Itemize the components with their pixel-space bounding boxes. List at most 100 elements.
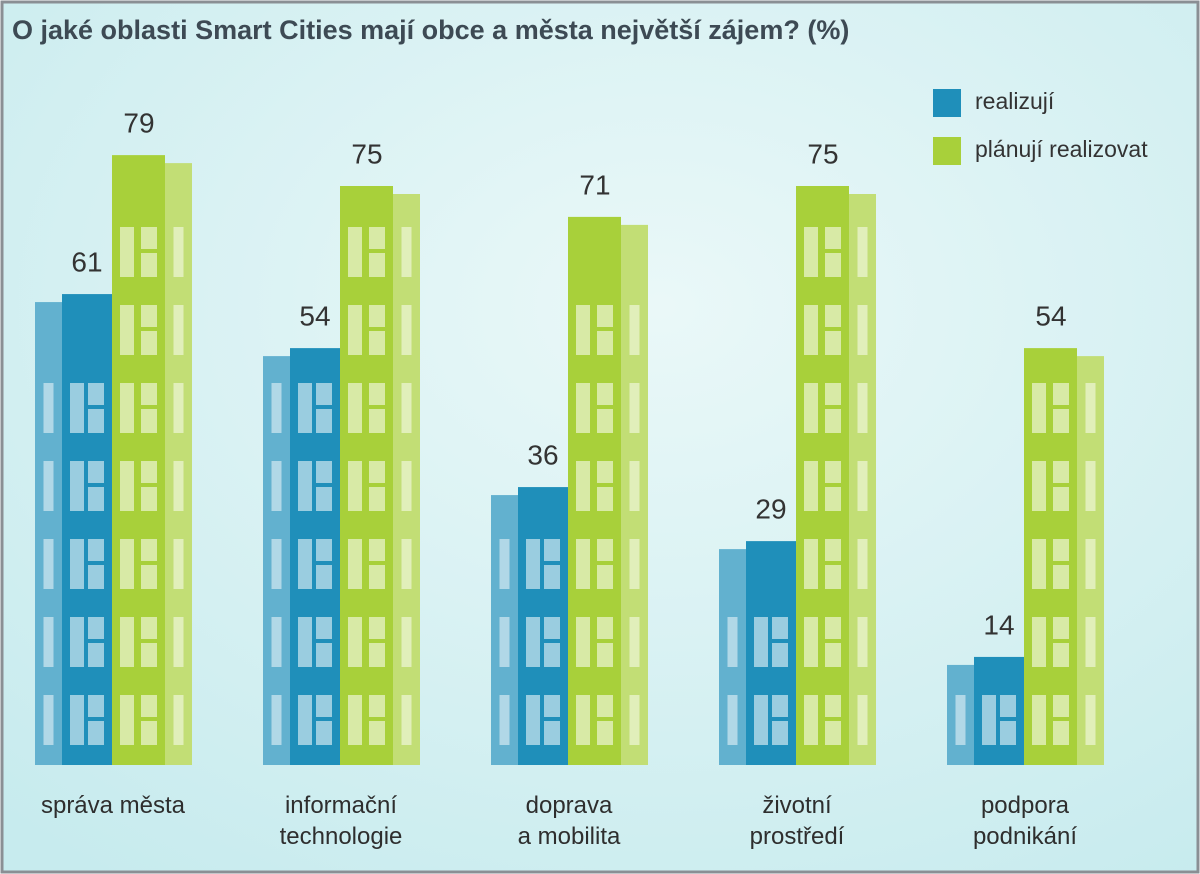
window <box>316 617 332 639</box>
window <box>298 461 312 511</box>
window <box>348 695 362 745</box>
window <box>401 695 412 745</box>
window <box>316 565 332 589</box>
window <box>369 643 385 667</box>
window <box>401 617 412 667</box>
window <box>526 617 540 667</box>
bar <box>491 487 568 765</box>
window <box>141 461 157 483</box>
window <box>316 487 332 511</box>
window <box>401 383 412 433</box>
window <box>544 721 560 745</box>
window <box>369 331 385 355</box>
window <box>857 305 868 355</box>
window <box>88 461 104 483</box>
window <box>526 539 540 589</box>
bar <box>947 656 1024 765</box>
window <box>369 539 385 561</box>
window <box>1053 643 1069 667</box>
x-tick-label: doprava a mobilita <box>517 792 621 850</box>
window <box>120 539 134 589</box>
bar <box>568 216 648 765</box>
window <box>271 539 282 589</box>
window <box>597 487 613 511</box>
bar <box>263 348 340 765</box>
window <box>629 617 640 667</box>
value-label: 29 <box>755 494 786 525</box>
window <box>88 487 104 511</box>
window <box>825 227 841 249</box>
window <box>43 617 54 667</box>
window <box>576 539 590 589</box>
window <box>369 253 385 277</box>
window <box>597 331 613 355</box>
window <box>857 539 868 589</box>
window <box>271 461 282 511</box>
x-tick-label: podpora podnikání <box>972 792 1078 850</box>
window <box>369 409 385 433</box>
window <box>804 305 818 355</box>
window <box>88 617 104 639</box>
window <box>1053 721 1069 745</box>
window <box>271 695 282 745</box>
window <box>772 617 788 639</box>
window <box>1053 487 1069 511</box>
value-label: 61 <box>71 246 102 277</box>
window <box>499 695 510 745</box>
window <box>141 539 157 561</box>
window <box>1032 539 1046 589</box>
window <box>141 487 157 511</box>
window <box>544 617 560 639</box>
window <box>857 695 868 745</box>
bar-front <box>974 656 1024 765</box>
window <box>173 461 184 511</box>
window <box>298 539 312 589</box>
bar-front <box>518 487 568 765</box>
window <box>544 695 560 717</box>
bar <box>340 186 420 765</box>
legend-label: realizují <box>975 88 1055 114</box>
window <box>857 227 868 277</box>
window <box>348 617 362 667</box>
window <box>597 643 613 667</box>
window <box>70 695 84 745</box>
window <box>754 617 768 667</box>
window <box>1053 383 1069 405</box>
window <box>825 539 841 561</box>
window <box>825 487 841 511</box>
window <box>727 695 738 745</box>
bar <box>112 155 192 765</box>
window <box>772 721 788 745</box>
window <box>120 305 134 355</box>
window <box>597 305 613 327</box>
window <box>597 617 613 639</box>
window <box>825 461 841 483</box>
window <box>43 383 54 433</box>
window <box>499 539 510 589</box>
window <box>401 305 412 355</box>
window <box>120 461 134 511</box>
window <box>825 721 841 745</box>
window <box>825 695 841 717</box>
bar <box>35 294 112 765</box>
window <box>804 227 818 277</box>
x-tick-label: životní prostředí <box>749 792 845 850</box>
window <box>1000 695 1016 717</box>
window <box>173 617 184 667</box>
window <box>348 383 362 433</box>
window <box>70 539 84 589</box>
window <box>88 409 104 433</box>
window <box>348 461 362 511</box>
legend-label: plánují realizovat <box>975 136 1148 162</box>
window <box>576 383 590 433</box>
window <box>804 539 818 589</box>
window <box>271 383 282 433</box>
window <box>141 253 157 277</box>
window <box>1000 721 1016 745</box>
window <box>88 565 104 589</box>
window <box>88 721 104 745</box>
window <box>316 383 332 405</box>
window <box>544 539 560 561</box>
window <box>825 565 841 589</box>
